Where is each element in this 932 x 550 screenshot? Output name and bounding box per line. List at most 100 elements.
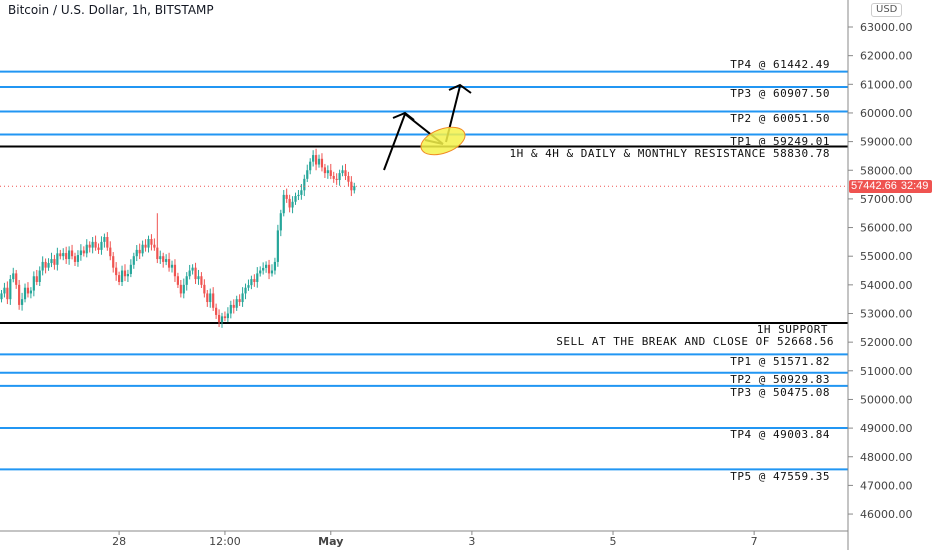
candle-body (138, 249, 141, 254)
candle (220, 312, 224, 328)
candle-body (68, 250, 71, 260)
candle (126, 269, 130, 282)
candle-body (6, 287, 9, 300)
candle-body (309, 161, 312, 171)
candle (94, 235, 97, 251)
y-tick-label: 57000.00 (860, 193, 913, 206)
candle-body (97, 247, 100, 250)
candle-body (150, 239, 153, 245)
y-tick-label: 51000.00 (860, 365, 913, 378)
candle-body (197, 276, 200, 280)
candle (138, 243, 141, 260)
candle-body (220, 316, 224, 323)
candle (144, 239, 147, 252)
candle (170, 260, 174, 273)
candle (320, 153, 324, 172)
candle-body (291, 201, 294, 208)
candle (35, 269, 38, 286)
candle (338, 169, 341, 186)
candle-body (294, 196, 297, 202)
arrow-head-2 (448, 83, 472, 94)
candle-body (94, 241, 97, 248)
candle (291, 196, 294, 214)
candle (253, 274, 256, 287)
level-label: TP5 @ 47559.35 (730, 469, 830, 483)
candle-body (115, 267, 118, 276)
x-tick-label: 7 (751, 535, 758, 548)
candle-body (326, 170, 329, 174)
candle (147, 235, 150, 253)
level-label: TP4 @ 61442.49 (730, 57, 830, 71)
candle-body (12, 273, 15, 280)
candle (173, 259, 177, 282)
candle-body (112, 256, 115, 268)
candle (68, 246, 71, 265)
candle-body (73, 256, 77, 262)
candle (179, 279, 182, 298)
y-tick-label: 62000.00 (860, 50, 913, 63)
candle-body (179, 284, 182, 294)
candle-body (282, 194, 285, 214)
candle-body (118, 275, 121, 282)
candle-body (223, 316, 227, 319)
candle (235, 295, 238, 311)
level-label: TP2 @ 60051.50 (730, 111, 830, 125)
candle-body (50, 259, 53, 264)
candle (197, 269, 200, 285)
candle (132, 252, 135, 269)
candle (20, 292, 24, 311)
candle (141, 240, 144, 257)
candle (153, 238, 156, 251)
candle (332, 171, 335, 183)
candle-body (317, 158, 321, 165)
candle (347, 171, 350, 187)
current-price-value: 57442.66 (851, 180, 897, 192)
candle (282, 190, 285, 217)
candle-body (253, 279, 256, 282)
candle (9, 274, 12, 305)
candles (0, 148, 356, 328)
time-axis[interactable]: 28 12:00 May 3 5 7 (112, 531, 758, 548)
level-label: TP3 @ 50475.08 (730, 386, 830, 400)
candle-body (244, 287, 247, 294)
candle-body (9, 279, 12, 300)
candle (156, 213, 159, 264)
candle (259, 266, 262, 277)
candle (270, 264, 274, 277)
candle-body (85, 244, 88, 254)
candle (206, 290, 209, 307)
candle (200, 272, 203, 289)
x-tick-label: 28 (112, 535, 126, 548)
level-label: 1H & 4H & DAILY & MONTHLY RESISTANCE 588… (509, 146, 830, 160)
candle-body (200, 276, 203, 285)
candle (106, 232, 109, 251)
candle-body (15, 273, 18, 285)
candle (262, 262, 265, 275)
candle-body (338, 173, 341, 180)
candle-body (212, 293, 215, 308)
candle (26, 282, 30, 298)
candle (135, 245, 138, 262)
currency-button[interactable]: USD (871, 3, 903, 17)
candle (276, 224, 279, 267)
candle (288, 194, 291, 213)
candle-body (62, 253, 65, 257)
price-axis[interactable]: 46000.00 47000.00 48000.00 49000.00 50000.00… (848, 21, 913, 521)
candle (15, 269, 18, 289)
candle (44, 258, 47, 274)
candle (176, 272, 179, 289)
candle (82, 246, 85, 257)
candle-body (103, 237, 106, 242)
candle (123, 264, 127, 282)
candle-body (250, 279, 253, 286)
candle (188, 264, 191, 280)
candle (159, 250, 162, 264)
candle (79, 244, 82, 261)
candle (229, 300, 232, 319)
candle (50, 252, 53, 268)
candle-body (344, 170, 347, 176)
candle-body (162, 256, 165, 262)
candle-body (209, 293, 212, 303)
candle-body (262, 267, 265, 271)
